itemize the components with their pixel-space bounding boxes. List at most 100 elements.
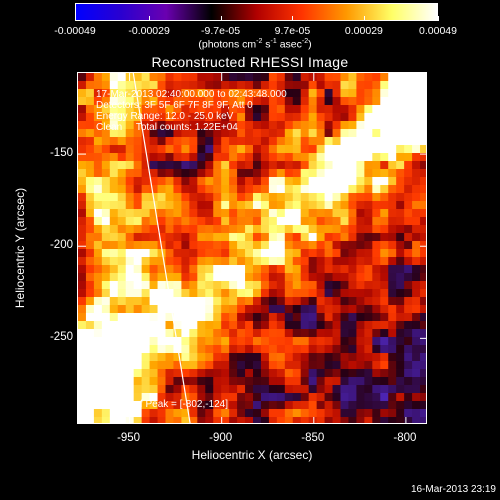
map-pixel <box>396 329 405 338</box>
map-pixel <box>332 361 342 370</box>
map-pixel <box>412 249 421 258</box>
map-pixel <box>237 401 246 410</box>
map-pixel <box>165 393 175 402</box>
map-pixel <box>109 225 119 234</box>
map-pixel <box>78 385 87 394</box>
map-pixel <box>93 145 103 154</box>
map-pixel <box>93 417 103 423</box>
map-pixel <box>412 305 421 314</box>
map-pixel <box>332 353 342 362</box>
map-pixel <box>268 185 278 194</box>
map-pixel <box>284 129 294 138</box>
map-pixel <box>292 313 302 322</box>
map-pixel <box>125 201 135 210</box>
map-pixel <box>78 313 87 322</box>
map-pixel <box>197 409 206 418</box>
map-pixel <box>380 281 389 290</box>
map-pixel <box>181 417 190 423</box>
map-pixel <box>229 297 238 306</box>
map-pixel <box>181 353 190 362</box>
map-pixel <box>420 313 426 322</box>
map-pixel <box>348 169 357 178</box>
map-pixel <box>109 153 119 162</box>
map-pixel <box>197 249 206 258</box>
map-pixel <box>364 169 373 178</box>
map-pixel <box>372 185 381 194</box>
map-pixel <box>380 249 389 258</box>
map-pixel <box>412 89 421 98</box>
map-pixel <box>268 233 278 242</box>
colorbar-ticks: -0.00049 -0.00029 -9.7e-05 9.7e-05 0.00029 0.… <box>0 0 500 60</box>
map-pixel <box>101 305 111 314</box>
map-pixel <box>205 257 214 266</box>
map-pixel <box>101 129 111 138</box>
map-pixel <box>149 409 159 418</box>
x-tick-label: -800 <box>393 432 417 444</box>
map-pixel <box>308 97 318 106</box>
map-pixel <box>292 145 302 154</box>
map-pixel <box>324 129 334 138</box>
map-pixel <box>308 177 318 186</box>
map-pixel <box>356 177 365 186</box>
map-pixel <box>78 137 87 146</box>
map-pixel <box>292 121 302 130</box>
map-pixel <box>276 169 286 178</box>
map-pixel <box>173 281 182 290</box>
map-pixel <box>253 313 262 322</box>
map-pixel <box>93 169 103 178</box>
map-pixel <box>181 153 190 162</box>
map-pixel <box>284 97 294 106</box>
map-pixel <box>141 409 151 418</box>
map-pixel <box>292 353 302 362</box>
map-pixel <box>245 369 254 378</box>
map-pixel <box>332 113 342 122</box>
map-pixel <box>292 209 302 218</box>
map-pixel <box>165 105 175 114</box>
map-pixel <box>380 169 389 178</box>
map-pixel <box>181 105 190 114</box>
map-pixel <box>117 393 127 402</box>
map-pixel <box>308 129 318 138</box>
map-pixel <box>340 137 350 146</box>
map-pixel <box>165 177 175 186</box>
map-pixel <box>197 393 206 402</box>
map-pixel <box>197 265 206 274</box>
colorbar-tick-mark <box>292 16 294 21</box>
map-pixel <box>197 281 206 290</box>
rhessi-image-plot[interactable]: 17-Mar-2013 02:40:00.000 to 02:43:48.000… <box>77 72 427 424</box>
map-pixel <box>300 297 310 306</box>
map-pixel <box>93 217 103 226</box>
map-pixel <box>237 129 246 138</box>
map-pixel <box>205 353 214 362</box>
map-pixel <box>420 289 426 298</box>
map-pixel <box>221 217 230 226</box>
map-pixel <box>324 337 334 346</box>
map-pixel <box>213 105 222 114</box>
map-pixel <box>348 217 357 226</box>
map-pixel <box>292 161 302 170</box>
map-pixel <box>316 97 326 106</box>
map-pixel <box>165 89 175 98</box>
map-pixel <box>109 145 119 154</box>
map-pixel <box>141 249 151 258</box>
map-pixel <box>348 249 357 258</box>
map-pixel <box>85 121 95 130</box>
map-pixel <box>300 145 310 154</box>
map-pixel <box>404 361 413 370</box>
colorbar-tick-label: 0.00049 <box>419 25 457 37</box>
map-pixel <box>78 377 87 386</box>
map-pixel <box>133 401 143 410</box>
map-pixel <box>213 329 222 338</box>
map-pixel <box>109 241 119 250</box>
map-pixel <box>284 209 294 218</box>
map-pixel <box>101 225 111 234</box>
map-pixel <box>141 217 151 226</box>
map-pixel <box>340 281 350 290</box>
map-pixel <box>157 297 167 306</box>
map-pixel <box>173 361 182 370</box>
map-pixel <box>173 401 182 410</box>
map-pixel <box>141 297 151 306</box>
map-pixel <box>165 289 175 298</box>
map-pixel <box>340 113 350 122</box>
map-pixel <box>316 257 326 266</box>
